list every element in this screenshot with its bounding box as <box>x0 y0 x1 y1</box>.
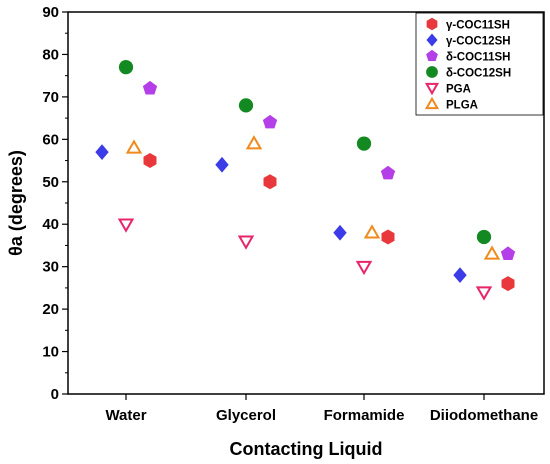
legend-label: δ-COC11SH <box>446 52 511 64</box>
x-tick-label: Formamide <box>324 407 405 424</box>
legend-box <box>415 12 544 116</box>
y-tick-label: 0 <box>51 386 59 403</box>
x-axis-title: Contacting Liquid <box>230 439 383 459</box>
y-tick-label: 70 <box>42 89 59 106</box>
y-axis-title: θa (degrees) <box>6 150 26 256</box>
legend-marker <box>424 82 440 96</box>
data-points <box>95 60 516 301</box>
data-point <box>238 98 254 113</box>
data-point <box>117 218 135 233</box>
data-point <box>95 144 109 160</box>
data-point <box>381 229 395 245</box>
y-tick-label: 60 <box>42 131 59 148</box>
data-point <box>245 135 263 150</box>
legend-marker <box>426 66 438 78</box>
data-point <box>125 139 143 154</box>
legend-marker <box>426 49 438 62</box>
legend: γ-COC11SH γ-COC12SH δ-COC11SH δ-COC12SH PGA P… <box>415 12 544 116</box>
data-point <box>215 156 229 173</box>
data-point <box>143 153 157 169</box>
x-tick-label: Diiodomethane <box>430 407 538 424</box>
x-tick-label: Glycerol <box>216 407 276 424</box>
y-tick-label: 80 <box>42 46 59 63</box>
data-point <box>262 114 278 129</box>
x-axis: Water Glycerol Formamide Diiodomethane <box>105 394 538 424</box>
legend-label: γ-COC11SH <box>446 20 510 32</box>
data-point <box>475 286 493 301</box>
data-point <box>380 165 396 180</box>
y-tick-label: 40 <box>42 216 59 233</box>
y-tick-label: 50 <box>42 174 59 191</box>
data-point <box>476 229 492 245</box>
data-point <box>355 260 373 276</box>
legend-label: γ-COC12SH <box>446 36 511 48</box>
y-tick-label: 90 <box>42 4 59 21</box>
data-point <box>333 224 347 241</box>
data-point <box>483 245 501 260</box>
data-point <box>263 174 277 190</box>
y-tick-label: 30 <box>42 259 59 276</box>
data-point <box>363 224 381 239</box>
legend-marker <box>424 96 440 110</box>
y-tick-label: 20 <box>42 301 59 318</box>
y-axis: 0 10 20 30 40 50 60 70 80 90 <box>42 4 68 403</box>
data-point <box>118 60 134 75</box>
legend-marker <box>426 17 438 31</box>
data-point <box>142 80 158 95</box>
y-tick-label: 10 <box>42 344 59 361</box>
legend-marker <box>426 33 438 47</box>
data-point <box>237 235 255 250</box>
data-point <box>500 246 516 260</box>
legend-label: PGA <box>446 84 471 96</box>
x-tick-label: Water <box>105 407 146 424</box>
data-point <box>501 276 515 292</box>
legend-label: δ-COC12SH <box>446 68 511 80</box>
legend-label: PLGA <box>446 100 478 112</box>
data-point <box>453 267 467 284</box>
data-point <box>356 136 372 151</box>
